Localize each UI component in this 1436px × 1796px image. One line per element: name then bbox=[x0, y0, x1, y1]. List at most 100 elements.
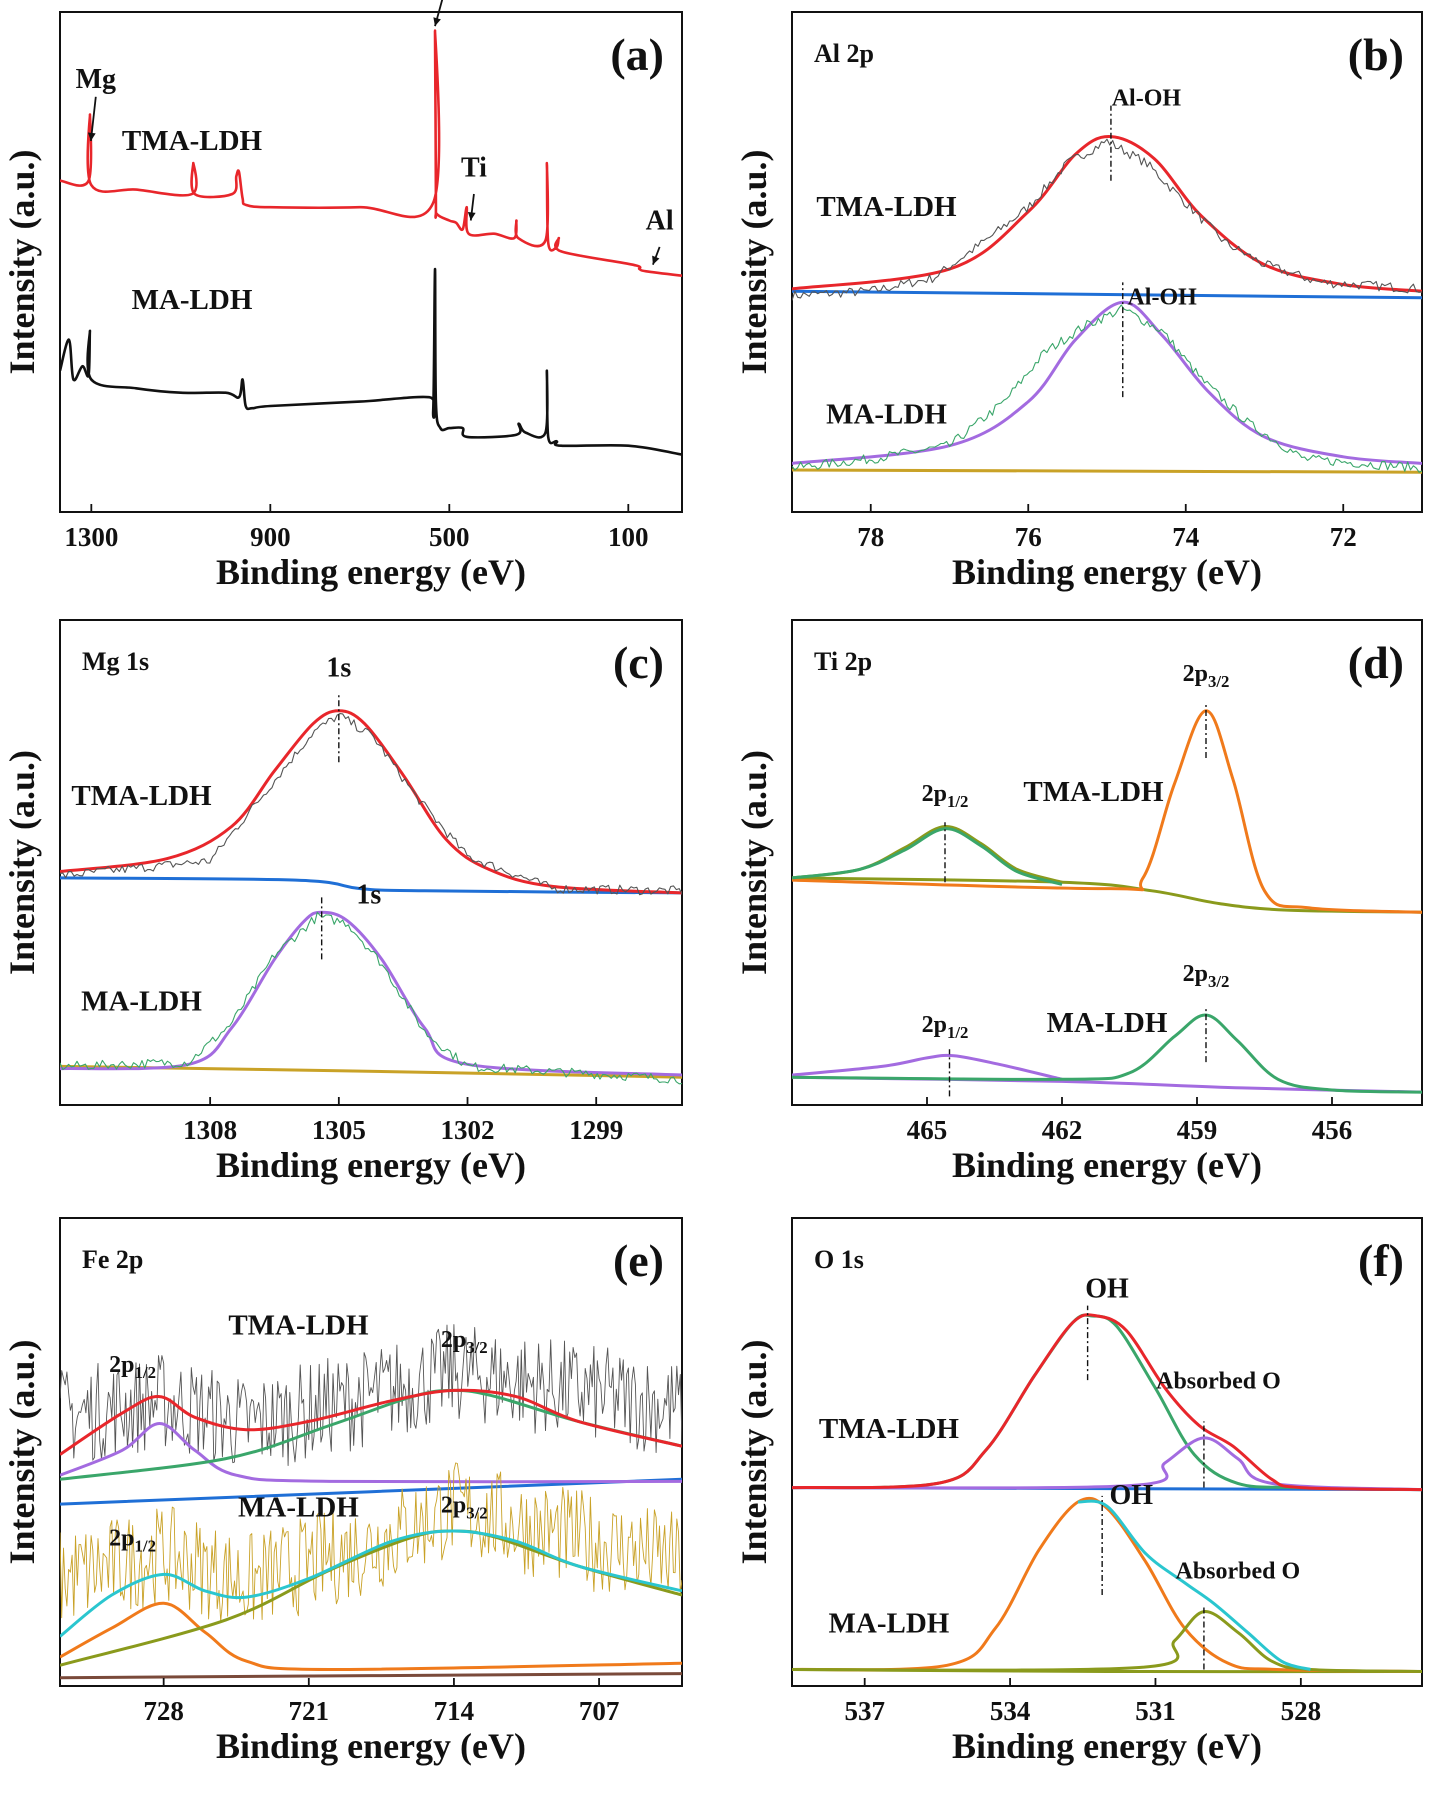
series-ma-ldh-fit bbox=[60, 910, 682, 1077]
x-tick-label: 500 bbox=[429, 522, 470, 552]
x-tick-label: 76 bbox=[1015, 522, 1042, 552]
x-tick-label: 721 bbox=[289, 1696, 330, 1726]
series-ma-ldh-fit bbox=[60, 1529, 682, 1638]
core-level-label: O 1s bbox=[814, 1245, 864, 1274]
x-tick-label: 534 bbox=[990, 1696, 1031, 1726]
core-level-label: Ti 2p bbox=[814, 647, 872, 676]
series-tma-background bbox=[60, 876, 682, 895]
series-ma-ldh-raw bbox=[60, 1462, 682, 1622]
y-axis-label: Intensity (a.u.) bbox=[734, 1339, 774, 1564]
x-tick-label: 1300 bbox=[64, 522, 118, 552]
peak-label: Al bbox=[646, 205, 674, 236]
peak-label: Ti bbox=[461, 152, 487, 183]
x-tick-label: 1308 bbox=[183, 1115, 237, 1145]
y-axis-label: Intensity (a.u.) bbox=[734, 149, 774, 374]
y-axis-label: Intensity (a.u.) bbox=[2, 750, 42, 975]
series-tma-ldh-fit bbox=[60, 709, 682, 895]
peak-label: 2p3/2 bbox=[1183, 961, 1230, 991]
peak-label: OH bbox=[1109, 1480, 1153, 1511]
x-axis-label: Binding energy (eV) bbox=[952, 1145, 1262, 1185]
sample-label: TMA-LDH bbox=[1023, 776, 1164, 808]
peak-label: 1s bbox=[356, 880, 381, 911]
panel-a: 1300 900 500 100 Binding energy (eV) Intensit… bbox=[2, 0, 683, 592]
peak-label: 2p3/2 bbox=[441, 1327, 488, 1357]
y-axis-label: Intensity (a.u.) bbox=[2, 149, 42, 374]
series-group bbox=[792, 135, 1422, 474]
panel-label: (c) bbox=[613, 637, 664, 688]
peak-label: OH bbox=[1085, 1273, 1129, 1304]
peak-label: 1s bbox=[326, 653, 351, 684]
x-tick-label: 714 bbox=[434, 1696, 475, 1726]
panel-c: 1308 1305 1302 1299 Binding energy (eV) Inten… bbox=[2, 619, 683, 1185]
sample-label: MA-LDH bbox=[238, 1491, 359, 1523]
series-tma-ldh-raw bbox=[60, 713, 682, 896]
x-tick-label: 1305 bbox=[312, 1115, 366, 1145]
sample-label: MA-LDH bbox=[1047, 1007, 1168, 1039]
panel-d: 465 462 459 456 Binding energy (eV) Intensity… bbox=[734, 619, 1423, 1185]
series-ma-ldh-raw bbox=[60, 911, 682, 1085]
plot-frame bbox=[59, 1217, 683, 1687]
series-tma-ldh-2p3-2 bbox=[792, 709, 1422, 914]
series-ma-ldh-fit bbox=[792, 300, 1422, 465]
peak-label: Absorbed O bbox=[1176, 1559, 1301, 1585]
x-tick-label: 707 bbox=[579, 1696, 620, 1726]
arrow-head-icon bbox=[467, 211, 476, 221]
arrow-head-icon bbox=[433, 17, 441, 27]
plot-frame bbox=[59, 11, 683, 513]
y-axis-label: Intensity (a.u.) bbox=[2, 1339, 42, 1564]
core-level-label: Fe 2p bbox=[82, 1245, 143, 1274]
sample-label: MA-LDH bbox=[132, 284, 253, 316]
series-tma-ldh-raw bbox=[60, 1324, 682, 1466]
sample-label: TMA-LDH bbox=[71, 780, 212, 812]
peak-label: Mg bbox=[76, 64, 116, 95]
series-ma-ldh-oh bbox=[792, 1496, 1422, 1673]
panel-label: (b) bbox=[1348, 29, 1404, 80]
x-tick-label: 528 bbox=[1281, 1696, 1322, 1726]
plot-frame bbox=[791, 619, 1423, 1106]
plot-frame bbox=[59, 619, 683, 1106]
x-tick-label: 78 bbox=[857, 522, 884, 552]
sample-label: MA-LDH bbox=[826, 399, 947, 431]
series-group bbox=[60, 1324, 682, 1680]
sample-label: TMA-LDH bbox=[816, 191, 957, 223]
series-group bbox=[792, 709, 1422, 1094]
peak-label: Al-OH bbox=[1127, 284, 1197, 310]
sample-label: MA-LDH bbox=[81, 986, 202, 1018]
series-tma-ldh-fit bbox=[792, 1313, 1422, 1492]
series-group bbox=[60, 29, 682, 456]
x-tick-label: 728 bbox=[143, 1696, 184, 1726]
series-ma-ldh-2p1-2 bbox=[792, 1053, 1063, 1081]
series-ma-ldh-2p3-2 bbox=[792, 1013, 1422, 1094]
peak-label: 2p1/2 bbox=[109, 1525, 156, 1555]
series-ma-ldh bbox=[60, 267, 682, 456]
x-axis-label: Binding energy (eV) bbox=[216, 1145, 526, 1185]
series-group bbox=[60, 709, 682, 1085]
y-axis-label: Intensity (a.u.) bbox=[734, 750, 774, 975]
series-tma-ldh-fit bbox=[792, 135, 1422, 293]
sample-label: TMA-LDH bbox=[122, 125, 263, 157]
panel-label: (f) bbox=[1358, 1235, 1404, 1286]
peak-label: 2p3/2 bbox=[1183, 661, 1230, 691]
x-axis-label: Binding energy (eV) bbox=[216, 1726, 526, 1766]
x-axis-label: Binding energy (eV) bbox=[952, 1726, 1262, 1766]
plot-frame bbox=[791, 11, 1423, 513]
series-group bbox=[792, 1313, 1422, 1674]
series-ma-ldh-raw bbox=[792, 304, 1422, 473]
series-tma-ldh-2p1-2 bbox=[60, 1422, 682, 1484]
panel-b: 78 76 74 72 Binding energy (eV) Intensity (a.… bbox=[734, 11, 1423, 592]
series-tma-ldh-fit bbox=[60, 1388, 682, 1456]
peak-label: 2p1/2 bbox=[922, 781, 969, 811]
x-axis-label: Binding energy (eV) bbox=[216, 552, 526, 592]
sample-label: MA-LDH bbox=[829, 1607, 950, 1639]
series-tma-ldh bbox=[60, 29, 682, 277]
peak-label: Al-OH bbox=[1112, 86, 1182, 112]
series-tma-ldh-absorbed-o bbox=[792, 1436, 1422, 1492]
sample-label: TMA-LDH bbox=[819, 1413, 960, 1445]
series-ma-ldh-2p1-2 bbox=[60, 1601, 682, 1672]
arrow-head-icon bbox=[87, 132, 96, 141]
x-axis-label: Binding energy (eV) bbox=[952, 552, 1262, 592]
series-tma-ldh-oh bbox=[792, 1313, 1422, 1492]
x-tick-label: 459 bbox=[1177, 1115, 1218, 1145]
x-tick-label: 531 bbox=[1135, 1696, 1176, 1726]
